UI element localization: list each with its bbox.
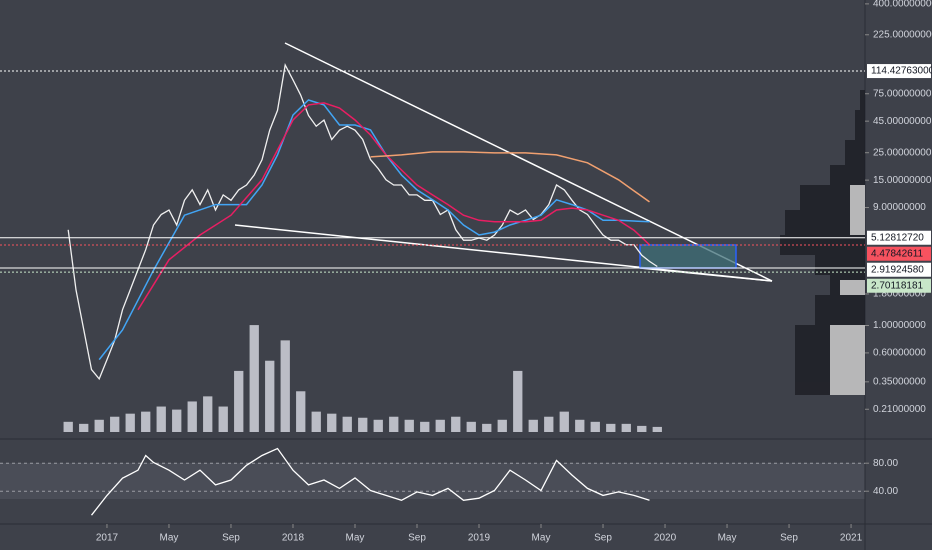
volume-bar [482,423,492,432]
volume-bar [94,419,104,432]
x-tick-label: May [160,533,179,544]
y-tick-label: 0.35000000 [873,376,926,387]
volume-bar [466,421,476,432]
volume-bar [234,370,244,432]
volume-profile-light [830,185,865,395]
volume-bar [125,413,135,432]
y-tick-label: 1.00000000 [873,320,926,331]
price-level-label: 4.47842611 [871,248,924,259]
y-tick-label: 45.00000000 [873,116,932,127]
y-tick-label: 9.00000000 [873,202,926,213]
volume-bar [172,409,182,432]
y-tick-label: 0.21000000 [873,404,926,415]
y-tick-label: 1.80000000 [873,289,926,300]
price-level-badge [867,230,931,245]
volume-bar [373,419,383,432]
volume-bar [280,340,290,432]
volume-bar [358,417,368,432]
volume-bar [218,406,228,432]
volume-bar [652,426,662,432]
x-tick-label: May [718,533,737,544]
volume-bar [203,396,213,432]
volume-bar [451,416,461,432]
volume-bar [575,419,585,432]
price-level-badge [867,278,931,293]
volume-bar [435,419,445,432]
x-tick-label: 2020 [654,533,677,544]
price-level-label: 2.70118181 [871,280,924,291]
volume-bar [404,419,414,432]
y-tick-label: 40.00 [873,486,898,497]
volume-bar [296,391,306,432]
y-tick-label: 75.00000000 [873,88,932,99]
y-tick-label: 25.00000000 [873,147,932,158]
volume-bar [497,419,507,432]
volume-bar [606,423,616,432]
price-level-label: 2.91924580 [871,264,924,275]
rsi-line [90,447,650,516]
x-tick-label: May [346,533,365,544]
x-tick-label: May [532,533,551,544]
volume-bar [110,416,120,432]
trend-lines [234,42,773,282]
volume-bar [559,411,569,432]
price-level-badge [867,262,931,277]
series-line [137,102,651,311]
volume-bar [420,421,430,432]
price-level-badge [867,64,931,79]
volume-bar [590,421,600,432]
x-tick-label: Sep [594,533,612,544]
y-tick-label: 15.00000000 [873,175,932,186]
volume-bar [621,423,631,432]
volume-bar [528,419,538,432]
volume-bar [265,360,275,432]
x-tick-label: Sep [408,533,426,544]
volume-bar [389,416,399,432]
volume-bar [249,325,259,432]
x-tick-label: Sep [222,533,240,544]
y-tick-label: 225.00000000 [873,29,932,40]
series-line [98,99,650,361]
rsi-band [0,463,865,499]
x-tick-label: 2018 [282,533,305,544]
series-line [370,151,650,203]
volume-bar [544,416,554,432]
volume-bar [311,411,321,432]
volume-bar [342,416,352,432]
volume-bar [327,413,337,432]
y-tick-label: 80.00 [873,458,898,469]
price-level-label: 114.42763000 [871,66,932,77]
volume-bar [141,411,151,432]
volume-bar [187,401,197,432]
volume-bar [79,423,89,432]
price-level-label: 5.12812720 [871,232,924,243]
volume-bar [513,370,523,432]
y-tick-label: 0.60000000 [873,348,926,359]
x-tick-label: 2017 [96,533,119,544]
price-level-badge [867,246,931,261]
series-line [67,62,658,381]
volume-bar [637,425,647,432]
x-tick-label: 2019 [468,533,491,544]
x-tick-label: Sep [780,533,798,544]
x-tick-label: 2021 [840,533,863,544]
volume-bar [63,421,73,432]
y-tick-label: 400.00000000 [873,0,932,10]
volume-bar [156,406,166,432]
